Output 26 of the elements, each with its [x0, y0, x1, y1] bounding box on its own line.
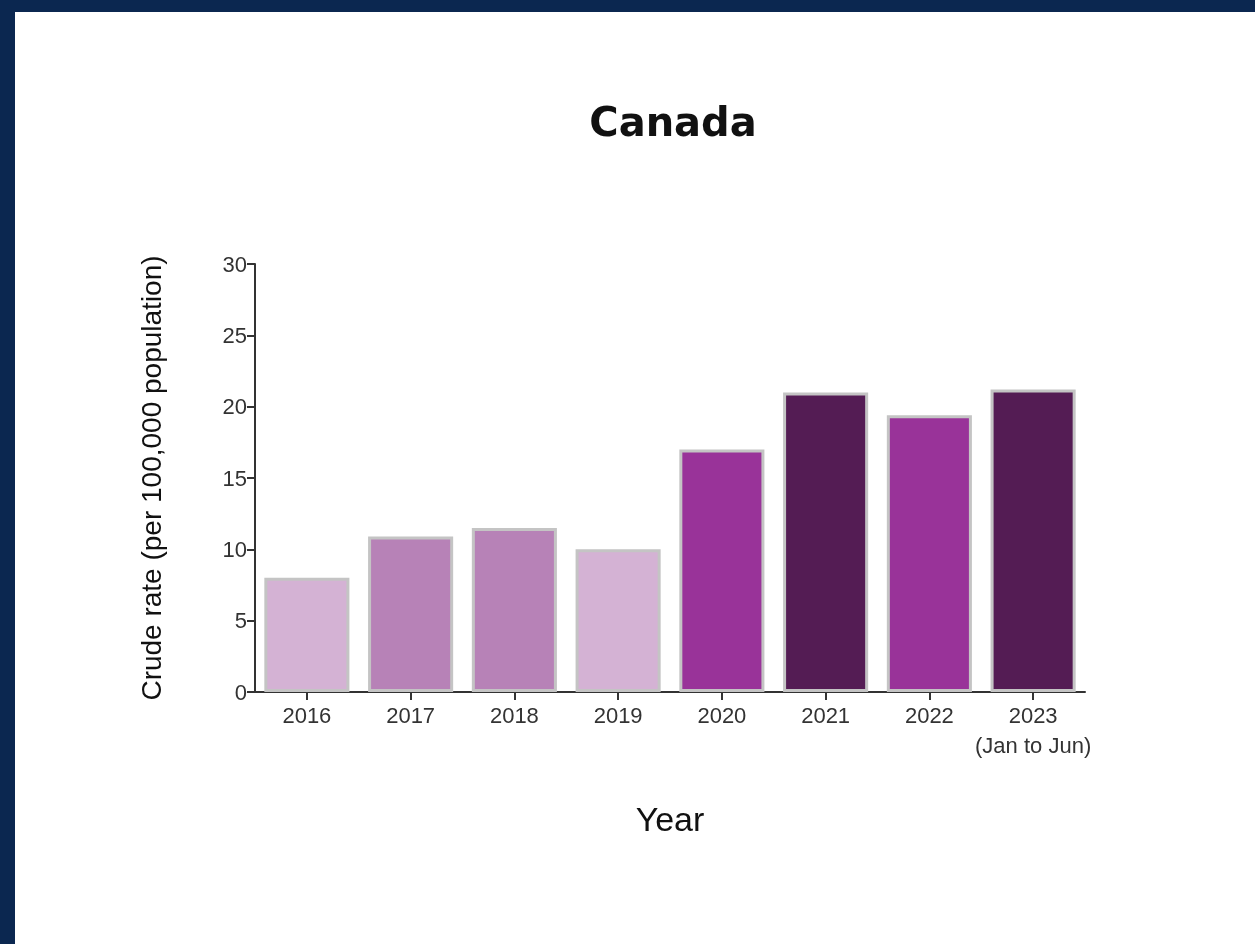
bar — [264, 577, 350, 692]
y-tick-label: 0 — [234, 679, 247, 705]
x-tick-label: 2018 — [489, 702, 539, 728]
y-tick-label: 20 — [222, 394, 247, 420]
x-tick-label: 2019 — [593, 702, 643, 728]
x-tick-label: 2022 — [904, 702, 954, 728]
y-tick-label: 5 — [234, 608, 247, 634]
y-tick-label: 30 — [222, 251, 247, 277]
y-axis-title: Crude rate (per 100,000 population) — [135, 255, 167, 701]
chart-title: Canada — [589, 99, 757, 145]
x-tick-label: 2020 — [697, 702, 747, 728]
bar — [783, 392, 869, 692]
bar — [679, 449, 765, 692]
x-tick-label: 2017 — [386, 702, 436, 728]
x-axis-title: Year — [635, 800, 705, 838]
bar — [575, 549, 661, 692]
bar — [886, 415, 972, 692]
y-tick-label: 10 — [222, 536, 247, 562]
y-tick-label: 15 — [222, 465, 247, 491]
x-tick-label: 2023 (Jan to Jun) — [975, 702, 1092, 758]
bar — [368, 536, 454, 692]
x-tick-label: 2016 — [282, 702, 332, 728]
y-tick-label: 25 — [222, 322, 247, 348]
bar — [990, 389, 1076, 692]
x-tick-label: 2021 — [801, 702, 851, 728]
bar — [471, 527, 557, 692]
